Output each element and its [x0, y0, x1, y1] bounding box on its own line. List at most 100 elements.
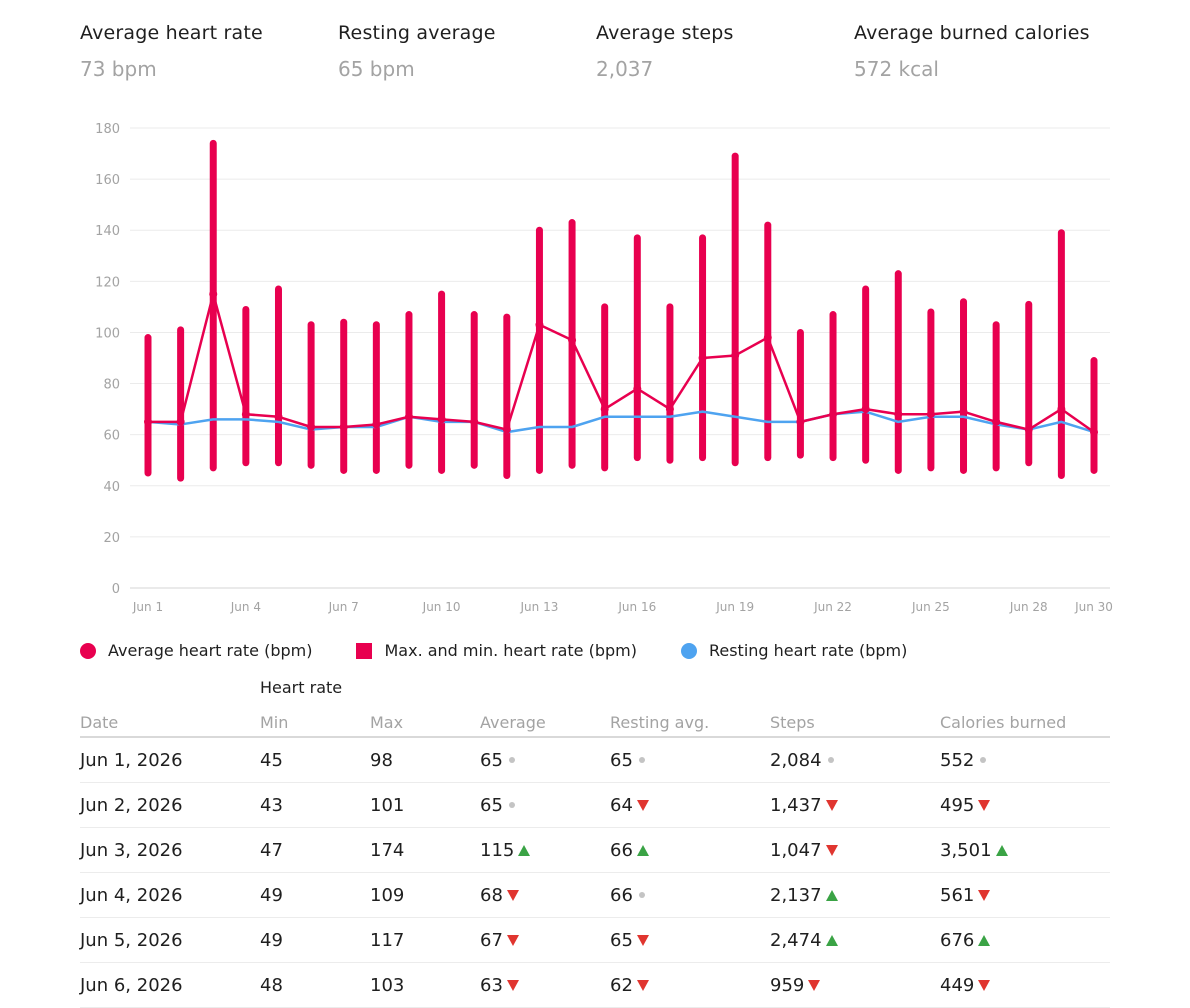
cell-value: Jun 1, 2026 [80, 749, 183, 771]
summary-card-average-calories: Average burned calories 572 kcal [854, 20, 1112, 82]
average-heart-rate-point [633, 384, 642, 393]
average-heart-rate-point [339, 423, 348, 431]
legend-average-label: Average heart rate (bpm) [108, 641, 313, 660]
summary-value: 73 bpm [80, 57, 157, 81]
table-cell-cal: 561 [940, 885, 1110, 906]
legend-item-resting[interactable]: Resting heart rate (bpm) [680, 641, 907, 660]
trend-flat-icon [508, 802, 515, 808]
x-tick-label: Jun 10 [422, 600, 461, 614]
chart-legend: Average heart rate (bpm) Max. and min. h… [80, 641, 951, 660]
table-cell-cal: 495 [940, 795, 1110, 816]
y-tick-label: 40 [103, 480, 120, 495]
average-heart-rate-point [209, 290, 218, 299]
table-cell-steps: 2,084 [770, 750, 940, 771]
y-tick-label: 60 [103, 429, 120, 444]
average-heart-rate-point [959, 407, 968, 416]
trend-flat-icon [638, 892, 645, 898]
summary-card-resting-average: Resting average 65 bpm [338, 20, 596, 82]
table-cell-avg: 65 [480, 750, 610, 771]
column-header-max: Max [370, 713, 404, 732]
trend-up-icon [636, 844, 649, 856]
x-tick-label: Jun 25 [911, 600, 950, 614]
average-heart-rate-point [1090, 428, 1098, 437]
table-cell-resting: 62 [610, 975, 770, 996]
cell-value: 561 [940, 884, 975, 906]
average-heart-rate-point [763, 333, 772, 342]
cell-value: 43 [260, 794, 283, 816]
x-tick-label: Jun 13 [520, 600, 559, 614]
table-cell-min: 49 [260, 885, 370, 906]
table-cell-min: 49 [260, 930, 370, 951]
legend-item-max-min[interactable]: Max. and min. heart rate (bpm) [356, 641, 637, 660]
average-heart-rate-point [894, 410, 903, 419]
x-tick-label: Jun 4 [230, 600, 261, 614]
heart-rate-chart: 0 20 40 60 80 100 120 140 160 180 Jun 1 Jun 4 Jun 7 J… [95, 122, 1113, 614]
column-header-min: Min [260, 713, 289, 732]
cell-value: 67 [480, 929, 503, 951]
column-header-resting: Resting avg. [610, 713, 710, 732]
table-cell-cal: 676 [940, 930, 1110, 951]
table-body: Jun 1, 2026 45 98 65 65 2,084 552 Jun 2, 2026 43… [80, 738, 1110, 1008]
table-cell-max: 117 [370, 930, 480, 951]
table-cell-steps: 1,437 [770, 795, 940, 816]
table-cell-date: Jun 2, 2026 [80, 795, 260, 816]
cell-value: Jun 5, 2026 [80, 929, 183, 951]
legend-max-min-swatch [356, 642, 373, 659]
summary-value: 2,037 [596, 57, 654, 81]
cell-value: 45 [260, 749, 283, 771]
legend-resting-swatch [680, 642, 697, 659]
average-heart-rate-point [829, 410, 838, 419]
average-heart-rate-point [568, 336, 577, 345]
cell-value: 115 [480, 839, 515, 861]
table-row: Jun 1, 2026 45 98 65 65 2,084 552 [80, 738, 1110, 783]
summary-cards: Average heart rate 73 bpm Resting averag… [80, 20, 1112, 82]
table-cell-max: 174 [370, 840, 480, 861]
table-cell-min: 45 [260, 750, 370, 771]
cell-value: 449 [940, 974, 975, 996]
table-cell-max: 98 [370, 750, 480, 771]
trend-flat-icon [827, 757, 834, 763]
summary-card-average-heart-rate: Average heart rate 73 bpm [80, 20, 338, 82]
column-header-steps: Steps [770, 713, 815, 732]
table-cell-avg: 65 [480, 795, 610, 816]
table-cell-min: 43 [260, 795, 370, 816]
cell-value: 49 [260, 884, 283, 906]
table-group-header: Heart rate [80, 676, 1110, 702]
average-heart-rate-point [796, 417, 805, 426]
trend-down-icon [825, 799, 838, 811]
trend-down-icon [506, 934, 519, 946]
cell-value: 1,047 [770, 839, 822, 861]
table-row: Jun 3, 2026 47 174 115 66 1,047 3,501 [80, 828, 1110, 873]
summary-value: 572 kcal [854, 57, 939, 81]
cell-value: 65 [610, 929, 633, 951]
cell-value: 3,501 [940, 839, 992, 861]
table-cell-date: Jun 6, 2026 [80, 975, 260, 996]
table-row: Jun 6, 2026 48 103 63 62 959 449 [80, 963, 1110, 1008]
trend-down-icon [978, 889, 991, 901]
trend-up-icon [825, 934, 838, 946]
cell-value: 103 [370, 974, 405, 996]
average-heart-rate-point [535, 320, 544, 329]
table-cell-max: 101 [370, 795, 480, 816]
average-heart-rate-point [861, 405, 870, 414]
average-heart-rate-point [176, 417, 185, 426]
average-heart-rate-point [600, 405, 609, 414]
y-tick-label: 180 [95, 122, 120, 137]
summary-value: 65 bpm [338, 57, 415, 81]
summary-label: Average heart rate [80, 22, 263, 44]
table-cell-date: Jun 5, 2026 [80, 930, 260, 951]
cell-value: 47 [260, 839, 283, 861]
y-tick-label: 20 [103, 531, 120, 546]
cell-value: 2,137 [770, 884, 822, 906]
trend-down-icon [636, 979, 649, 991]
cell-value: Jun 3, 2026 [80, 839, 183, 861]
table-cell-avg: 68 [480, 885, 610, 906]
trend-down-icon [636, 799, 649, 811]
table-cell-date: Jun 1, 2026 [80, 750, 260, 771]
table-row: Jun 5, 2026 49 117 67 65 2,474 676 [80, 918, 1110, 963]
average-heart-rate-point [665, 405, 674, 414]
cell-value: 66 [610, 839, 633, 861]
legend-item-average[interactable]: Average heart rate (bpm) [80, 641, 312, 660]
table-cell-cal: 3,501 [940, 840, 1110, 861]
trend-down-icon [978, 979, 991, 991]
